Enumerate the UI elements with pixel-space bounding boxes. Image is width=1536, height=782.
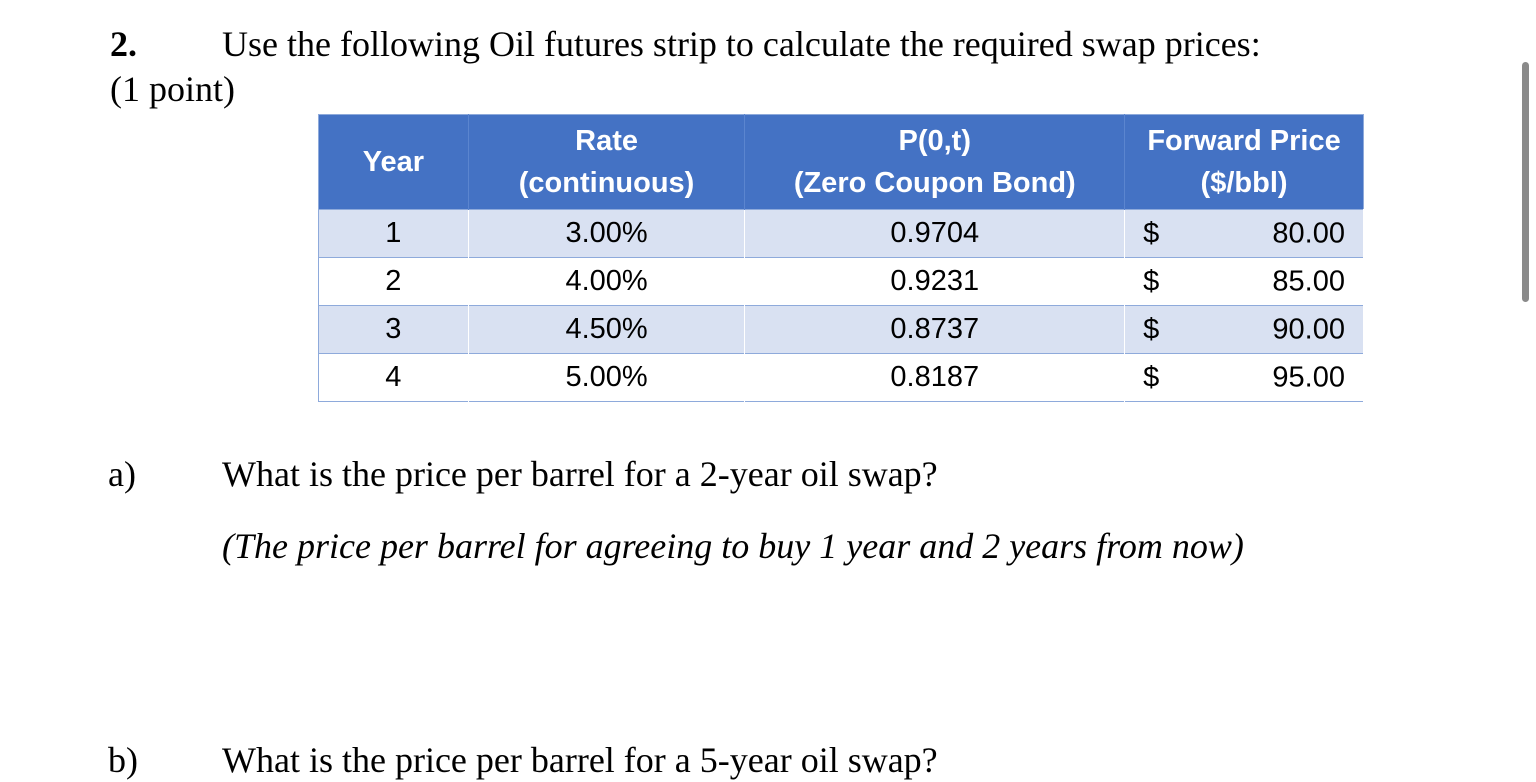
cell-forward-price: $ 85.00 — [1124, 257, 1364, 306]
header-forward-line-1: Forward Price — [1147, 125, 1341, 157]
cell-year: 1 — [318, 209, 469, 258]
cell-year: 3 — [318, 305, 469, 354]
header-zcb-line-2: (Zero Coupon Bond) — [793, 167, 1076, 199]
part-a-label: a) — [108, 454, 136, 494]
cell-rate: 4.50% — [468, 305, 746, 354]
currency-symbol: $ — [1143, 313, 1160, 345]
part-a-hint: (The price per barrel for agreeing to bu… — [222, 526, 1244, 566]
header-rate-line-2: (continuous) — [518, 167, 695, 199]
currency-symbol: $ — [1143, 217, 1160, 249]
table-row: 3 4.50% 0.8737 $ 90.00 — [318, 305, 1364, 354]
cell-zcb: 0.8187 — [744, 353, 1126, 402]
currency-symbol: $ — [1143, 361, 1160, 393]
header-forward-line-2: ($/bbl) — [1200, 167, 1288, 199]
cell-rate: 5.00% — [468, 353, 746, 402]
part-b-label: b) — [108, 740, 138, 780]
part-a-question: What is the price per barrel for a 2-yea… — [222, 454, 938, 494]
cell-forward-price: $ 95.00 — [1124, 353, 1364, 402]
table-row: 4 5.00% 0.8187 $ 95.00 — [318, 353, 1364, 402]
price-amount: 95.00 — [1272, 361, 1345, 393]
header-rate-line-1: Rate — [575, 125, 638, 157]
header-year: Year — [318, 114, 469, 210]
cell-zcb: 0.9704 — [744, 209, 1126, 258]
cell-zcb: 0.8737 — [744, 305, 1126, 354]
cell-rate: 4.00% — [468, 257, 746, 306]
question-text: Use the following Oil futures strip to c… — [222, 24, 1261, 64]
cell-zcb: 0.9231 — [744, 257, 1126, 306]
vertical-scrollbar-thumb[interactable] — [1522, 62, 1529, 302]
cell-rate: 3.00% — [468, 209, 746, 258]
table-row: 2 4.00% 0.9231 $ 85.00 — [318, 257, 1364, 306]
question-number: 2. — [110, 24, 137, 64]
price-amount: 85.00 — [1272, 265, 1345, 297]
header-zcb: P(0,t) (Zero Coupon Bond) — [744, 114, 1126, 210]
header-forward-price: Forward Price ($/bbl) — [1124, 114, 1364, 210]
oil-futures-table: Year Rate (continuous) P(0,t) (Zero Coup… — [318, 114, 1364, 402]
part-b-question: What is the price per barrel for a 5-yea… — [222, 740, 938, 780]
header-year-line: Year — [362, 146, 424, 178]
price-amount: 90.00 — [1272, 313, 1345, 345]
question-points: (1 point) — [110, 69, 235, 109]
currency-symbol: $ — [1143, 265, 1160, 297]
cell-forward-price: $ 80.00 — [1124, 209, 1364, 258]
header-zcb-line-1: P(0,t) — [898, 125, 972, 157]
price-amount: 80.00 — [1272, 217, 1345, 249]
cell-year: 4 — [318, 353, 469, 402]
header-rate: Rate (continuous) — [468, 114, 746, 210]
cell-forward-price: $ 90.00 — [1124, 305, 1364, 354]
table-header-row: Year Rate (continuous) P(0,t) (Zero Coup… — [318, 114, 1364, 210]
cell-year: 2 — [318, 257, 469, 306]
table-row: 1 3.00% 0.9704 $ 80.00 — [318, 209, 1364, 258]
